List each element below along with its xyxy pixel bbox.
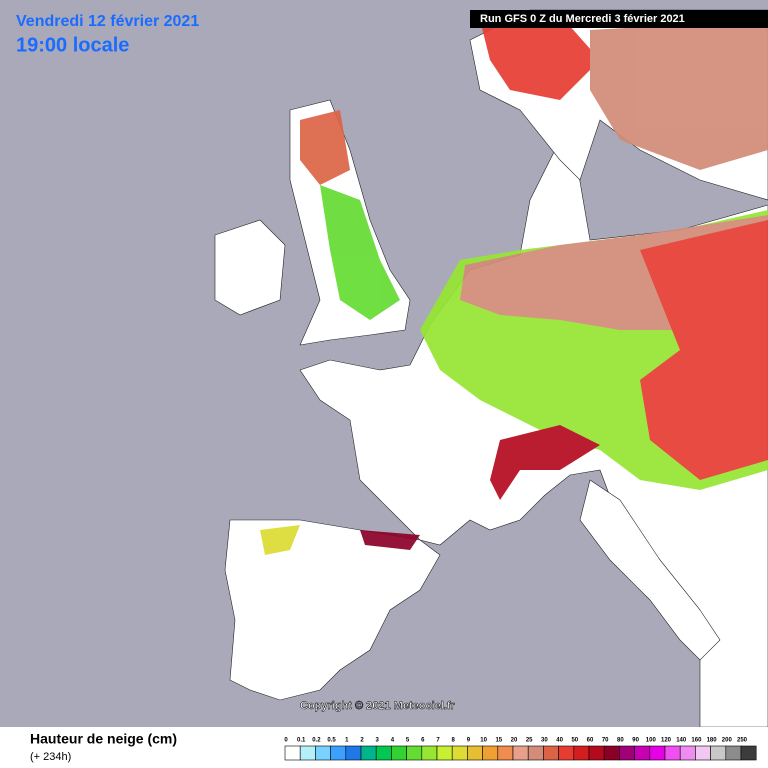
legend-label: 140 — [676, 738, 687, 744]
legend-label: 0 — [284, 738, 288, 744]
legend-swatch — [360, 745, 377, 761]
forecast-time: 19:00 locale — [16, 34, 129, 56]
legend-swatch — [345, 745, 362, 761]
legend-swatch — [573, 745, 590, 761]
snow-alps — [490, 425, 600, 500]
legend-label: 9 — [467, 738, 471, 744]
legend-swatch — [634, 745, 651, 761]
legend-swatch — [543, 745, 559, 761]
run-info: Run GFS 0 Z du Mercredi 3 février 2021 — [480, 13, 685, 25]
legend-label: 5 — [406, 738, 410, 744]
legend-swatch — [315, 745, 331, 761]
snow-england — [320, 185, 400, 320]
legend-label: 2 — [360, 738, 364, 744]
snow-scotland — [300, 110, 350, 185]
legend-label: 25 — [526, 738, 533, 744]
snow-cover — [260, 15, 768, 555]
legend-label: 40 — [556, 738, 563, 744]
legend-swatch — [391, 745, 407, 761]
legend-swatch — [451, 745, 468, 761]
legend-label: 0.1 — [297, 738, 306, 744]
legend-swatch — [375, 745, 392, 761]
legend-label: 0.5 — [327, 738, 336, 744]
legend-swatch — [436, 745, 453, 761]
legend-label: 100 — [646, 738, 657, 744]
legend-label: 1 — [345, 738, 349, 744]
forecast-date: Vendredi 12 février 2021 — [16, 13, 199, 30]
legend-title: Hauteur de neige (cm) — [30, 731, 177, 747]
snow-red — [640, 220, 768, 480]
legend-swatch — [299, 745, 316, 761]
ireland — [214, 219, 286, 316]
legend-label: 250 — [737, 738, 748, 744]
legend-swatch — [740, 745, 757, 761]
legend-swatch — [406, 745, 423, 761]
legend-swatch — [664, 745, 681, 761]
legend-swatch — [725, 745, 742, 761]
legend-swatch — [421, 745, 438, 761]
legend-label: 80 — [617, 738, 624, 744]
legend-swatch — [527, 745, 544, 761]
legend-swatch — [558, 745, 575, 761]
legend-label: 50 — [571, 738, 578, 744]
legend-swatch — [695, 745, 711, 761]
legend-label: 8 — [452, 738, 456, 744]
legend-label: 7 — [436, 738, 440, 744]
legend-lead: (+ 234h) — [30, 751, 71, 763]
legend-label: 3 — [376, 738, 380, 744]
legend-label: 10 — [480, 738, 487, 744]
legend-label: 0.2 — [312, 738, 321, 744]
legend: 0 0.1 0.2 0.5 1 2 3 4 5 6 7 8 9 10 15 20 25 30 40 50 60 70 80 9… — [284, 738, 757, 761]
legend-swatch — [649, 745, 666, 761]
copyright: Copyright © 2021 Meteociel.fr — [300, 700, 456, 712]
legend-label: 6 — [421, 738, 425, 744]
legend-label: 20 — [511, 738, 518, 744]
legend-label: 120 — [661, 738, 672, 744]
italy — [579, 479, 721, 661]
legend-label: 4 — [391, 738, 395, 744]
legend-label: 160 — [691, 738, 702, 744]
legend-swatch — [482, 745, 499, 761]
legend-swatch — [710, 745, 727, 761]
snow-spain-n — [260, 525, 300, 555]
legend-label: 90 — [632, 738, 639, 744]
legend-swatch — [284, 745, 301, 761]
snow-norway — [480, 15, 600, 100]
legend-label: 60 — [587, 738, 594, 744]
legend-label: 200 — [722, 738, 733, 744]
run-banner — [470, 10, 768, 28]
legend-swatch — [619, 745, 635, 761]
legend-swatch — [467, 745, 483, 761]
legend-swatch — [330, 745, 347, 761]
legend-label: 15 — [495, 738, 502, 744]
legend-swatch — [512, 745, 529, 761]
legend-label: 70 — [602, 738, 609, 744]
legend-swatch — [603, 745, 620, 761]
legend-label: 180 — [707, 738, 718, 744]
snow-pyrenees — [360, 530, 420, 550]
legend-swatch — [497, 745, 514, 761]
snow-sweden — [590, 20, 768, 170]
legend-label: 30 — [541, 738, 548, 744]
legend-swatch — [588, 745, 605, 761]
legend-swatch — [679, 745, 696, 761]
